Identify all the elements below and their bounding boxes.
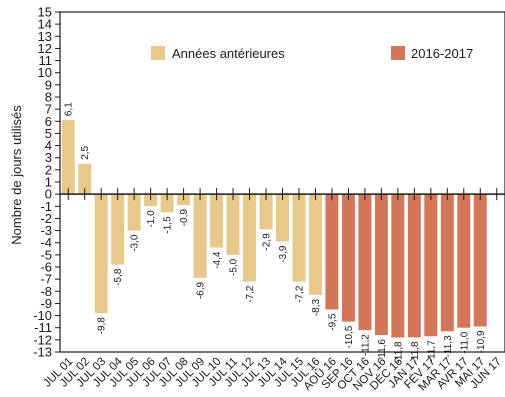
bar-value-label: -7,2 [245,285,256,303]
y-tick-label: 15 [38,5,52,20]
plot-frame [59,11,505,353]
legend-swatch-prior [151,46,165,60]
bar-value-label: -7,2 [294,285,305,303]
bar-value-label: -3,9 [278,245,289,263]
bar-value-label: -11,2 [360,334,371,356]
bar-prior [259,194,273,230]
bar-value-label: -4,4 [212,251,223,269]
y-tick-label: -9 [40,296,52,311]
bar-value-label: -6,9 [196,281,207,299]
bar-prior [111,194,125,265]
y-tick-label: 14 [38,17,52,32]
y-tick-label: 1 [45,175,52,190]
y-tick-label: -12 [33,332,52,347]
bar-current [374,194,388,335]
bar-current [358,194,372,331]
bar-prior [78,163,92,195]
y-tick-label: 12 [38,41,52,56]
bar-value-label: -10,9 [476,330,487,353]
y-tick-label: -2 [40,211,52,226]
bar-current [325,194,339,310]
y-tick-label: 11 [39,53,53,68]
legend: Années antérieures 2016-2017 [151,46,473,61]
y-tick-label: 2 [45,162,52,177]
bar-prior [94,194,108,314]
bar-value-label: 2,5 [80,145,91,159]
bar-current [341,194,355,322]
y-tick-label: 10 [38,65,52,80]
bar-value-label: -11,6 [377,339,388,361]
bar-current [391,194,405,338]
y-tick-label: 7 [45,102,52,117]
bar-value-label: -9,8 [97,317,108,335]
bar-prior [144,194,158,207]
y-tick-label: -13 [33,345,52,360]
y-tick-label: -3 [40,223,52,238]
data-labels: 6,1 2,5 -9,8 -5,8 -3,0 -1,0 -1,5 -0,9 -6,9 -4,4 -5… [64,102,487,364]
bar-value-label: -11,7 [426,340,437,362]
y-tick-label: -11 [34,320,52,335]
legend-label-prior: Années antérieures [172,46,285,61]
bar-prior [276,194,289,242]
bar-value-label: -1,5 [163,216,174,234]
y-axis-ticks: 1514131211109876543210-1-2-3-4-5-6-7-8-9… [33,5,60,360]
bar-current [440,194,454,332]
bar-prior [210,194,224,248]
y-tick-label: 8 [45,90,52,105]
y-tick-label: 6 [45,114,52,129]
y-tick-label: -10 [33,308,52,323]
legend-label-current: 2016-2017 [411,46,473,61]
bar-prior [193,194,207,278]
bar-prior [127,194,141,231]
bar-value-label: 6,1 [64,102,75,116]
bar-current [407,194,421,338]
bar-prior [243,194,257,282]
bar-prior [61,120,75,195]
bar-value-label: -5,0 [229,258,240,276]
bars [61,120,487,338]
bar-value-label: -11,3 [443,335,454,357]
y-tick-label: -5 [40,247,52,262]
legend-swatch-current [391,46,405,60]
bar-prior [226,194,240,255]
bar-value-label: -11,8 [393,341,404,363]
bar-value-label: -8,3 [311,298,322,316]
bar-value-label: -11,0 [459,331,470,353]
y-tick-label: -8 [40,284,52,299]
y-tick-label: -6 [40,260,52,275]
bar-value-label: -1,0 [146,210,157,228]
y-tick-label: 9 [45,77,52,92]
bar-prior [160,194,174,213]
y-axis-label: Nombre de jours utilisés [9,105,24,245]
bar-current [473,194,487,327]
bar-current [457,194,471,328]
y-tick-label: -1 [40,199,52,214]
bar-value-label: -5,8 [113,268,124,286]
bar-prior [308,194,322,295]
y-tick-label: 13 [38,29,52,44]
bar-value-label: -10,5 [344,325,355,348]
y-tick-label: 5 [45,126,52,141]
bar-current [424,194,438,337]
bar-value-label: -2,9 [262,233,273,251]
bar-value-label: -11,8 [410,341,421,363]
y-tick-label: 4 [45,138,52,153]
y-tick-label: 3 [45,150,52,165]
bar-value-label: -0,9 [179,209,190,227]
bar-value-label: -3,0 [130,234,141,252]
y-tick-label: -4 [40,235,52,250]
bar-prior [292,194,306,282]
y-tick-label: -7 [40,272,52,287]
y-tick-label: 0 [45,187,52,202]
bar-value-label: -9,5 [327,313,338,331]
